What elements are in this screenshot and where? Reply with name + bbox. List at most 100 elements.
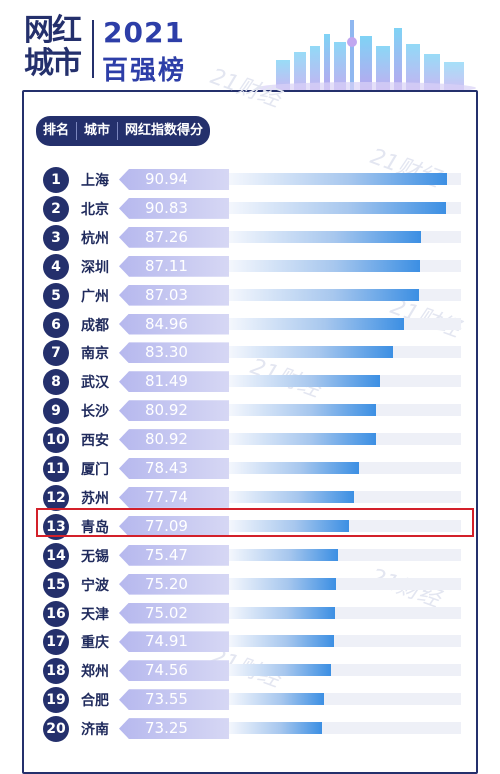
score-label: 81.49 [119,371,229,393]
ranking-row: 14 无锡 75.47 [43,542,473,571]
city-label: 宁波 [81,577,109,594]
city-label: 重庆 [81,635,109,652]
city-label: 合肥 [81,693,109,710]
ranking-row: 20 济南 73.25 [43,715,473,744]
title-divider [92,20,94,78]
ranking-row: 10 西安 80.92 [43,426,473,455]
rank-badge: 8 [43,369,69,396]
bar-track [229,433,461,446]
bar [229,693,325,706]
ranking-row: 2 北京 90.83 [43,195,473,224]
bar-track [229,317,461,330]
score-label: 75.20 [119,573,229,595]
bar [229,317,405,330]
title-year: 2021 [103,16,185,49]
logo-text: 网红城市 [24,13,82,81]
bar-track [229,346,461,359]
bar-track [229,606,461,619]
title-subtitle: 百强榜 [102,56,187,86]
bar [229,577,336,590]
highlight-box [36,508,474,537]
rank-badge: 16 [43,600,69,627]
header-divider [117,122,119,140]
ranking-row: 12 苏州 77.74 [43,484,473,513]
score-label: 90.94 [119,169,229,190]
rank-badge: 18 [43,658,69,685]
ranking-row: 9 长沙 80.92 [43,397,473,426]
bar-track [229,664,461,677]
rank-badge: 10 [43,427,69,454]
bar [229,462,359,474]
bar-track [229,259,461,272]
city-label: 天津 [81,606,109,623]
city-label: 长沙 [81,404,109,421]
score-label: 90.83 [119,197,229,219]
ranking-row: 15 宁波 75.20 [43,571,473,600]
header-score: 网红指数得分 [125,123,204,138]
bar-track [229,635,461,648]
city-label: 青岛 [81,519,109,536]
score-label: 87.26 [119,226,229,248]
bar [229,664,332,677]
score-label: 78.43 [119,458,229,479]
bar-track [229,490,461,503]
score-label: 87.03 [119,284,229,306]
ranking-row: 18 郑州 74.56 [43,657,473,686]
rank-badge: 4 [43,253,69,280]
bar-track [229,722,461,735]
city-label: 上海 [81,173,109,189]
bar [229,201,446,214]
bar [229,490,354,503]
city-label: 苏州 [81,490,109,507]
score-label: 74.91 [119,631,229,653]
ranking-row: 7 南京 83.30 [43,339,473,368]
city-label: 武汉 [81,375,109,392]
ranking-row: 6 成都 84.96 [43,311,473,340]
score-label: 77.09 [119,515,229,537]
city-label: 厦门 [81,462,109,478]
bar-track [229,201,461,214]
bar-track [229,693,461,706]
rank-badge: 7 [43,340,69,367]
rank-badge: 2 [43,195,69,222]
bar [229,404,377,417]
city-skyline-illustration [256,20,476,90]
bar-track [229,404,461,417]
ranking-row: 11 厦门 78.43 [43,455,473,484]
ranking-row: 19 合肥 73.55 [43,686,473,715]
score-label: 75.02 [119,602,229,624]
ranking-row: 4 深圳 87.11 [43,253,473,282]
ranking-row: 3 杭州 87.26 [43,224,473,253]
city-label: 广州 [81,288,109,305]
score-label: 77.74 [119,486,229,508]
rank-badge: 6 [43,311,69,338]
rank-badge: 3 [43,224,69,251]
ranking-row: 17 重庆 74.91 [43,628,473,657]
bar-track [229,230,461,243]
rank-badge: 11 [43,456,69,482]
city-label: 北京 [81,201,109,218]
ranking-row: 8 武汉 81.49 [43,368,473,397]
score-label: 80.92 [119,429,229,451]
rank-badge: 12 [43,484,69,511]
score-label: 83.30 [119,342,229,364]
bar-track [229,173,461,185]
score-label: 73.55 [119,689,229,711]
header-divider [76,122,78,140]
score-label: 84.96 [119,313,229,335]
bar [229,259,420,272]
city-label: 郑州 [81,664,109,681]
score-label: 74.56 [119,660,229,682]
rank-badge: 9 [43,398,69,425]
table-header: 排名 城市 网红指数得分 [36,116,211,146]
rank-badge: 15 [43,571,69,598]
score-label: 73.25 [119,718,229,740]
bar-track [229,548,461,561]
city-label: 杭州 [81,230,109,247]
rank-badge: 17 [43,629,69,656]
header-rank: 排名 [43,123,70,138]
bar [229,375,381,388]
bar [229,230,421,243]
ranking-row: 5 广州 87.03 [43,282,473,311]
bar-track [229,462,461,474]
